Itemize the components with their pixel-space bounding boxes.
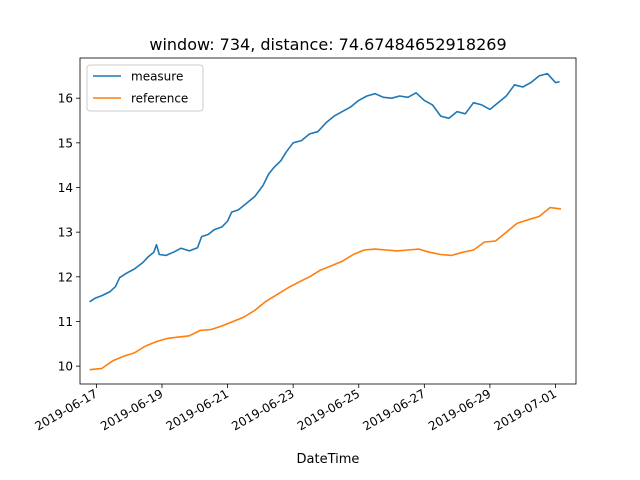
- series-line-measure: [89, 72, 560, 303]
- x-axis-label: DateTime: [297, 452, 360, 467]
- chart-title: window: 734, distance: 74.67484652918269: [149, 35, 506, 54]
- y-tick-label: 15: [58, 136, 73, 150]
- y-tick-label: 14: [58, 181, 73, 195]
- series-line-reference: [89, 206, 562, 371]
- y-tick-label: 10: [58, 360, 73, 374]
- legend: measure reference: [86, 64, 204, 112]
- y-tick-label: 16: [58, 92, 73, 106]
- y-tick-label: 11: [58, 315, 73, 329]
- y-tick-label: 13: [58, 226, 73, 240]
- y-axis-ticks: 10 11 12 13 14 15 16: [58, 92, 80, 374]
- plot-area: [79, 57, 577, 385]
- legend-label-measure: measure: [131, 70, 183, 84]
- legend-label-reference: reference: [131, 92, 188, 106]
- plot-frame: [79, 57, 577, 385]
- y-tick-label: 12: [58, 270, 73, 284]
